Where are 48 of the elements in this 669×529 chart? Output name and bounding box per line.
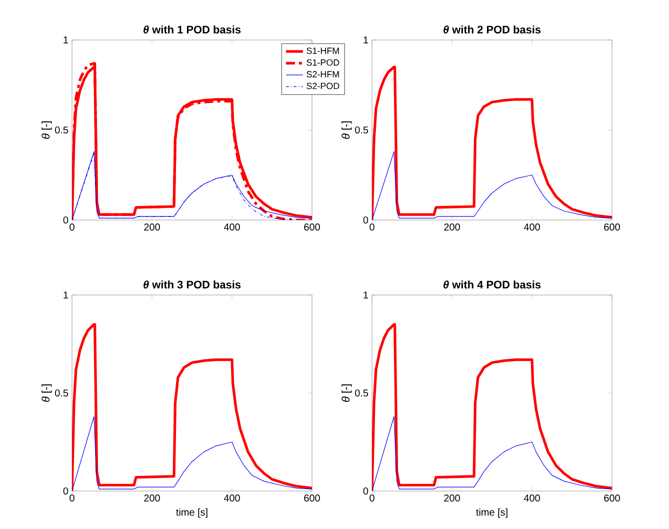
line-series xyxy=(372,66,612,220)
chart-title: θ with 3 POD basis xyxy=(144,280,241,288)
x-tick-label: 600 xyxy=(604,494,620,502)
chart-title: θ with 2 POD basis xyxy=(444,25,541,34)
chart-title: θ with 4 POD basis xyxy=(444,280,541,288)
y-tick-label: 0.5 xyxy=(55,126,68,134)
y-tick-label: 1 xyxy=(364,36,368,44)
line-series xyxy=(72,323,312,491)
x-tick-label: 200 xyxy=(444,224,460,231)
y-tick-label: 0 xyxy=(363,216,368,224)
x-tick-label: 0 xyxy=(70,224,74,231)
chart-title: θ with 1 POD basis xyxy=(144,25,241,34)
y-tick-label: 1 xyxy=(64,292,68,298)
x-tick-label: 600 xyxy=(604,224,620,231)
legend-label: S1-HFM xyxy=(306,48,339,54)
legend-label: S2-POD xyxy=(306,82,340,90)
x-tick-label: 0 xyxy=(370,224,374,231)
y-tick-label: 0.5 xyxy=(355,389,368,397)
y-tick-label: 0 xyxy=(63,216,68,224)
x-tick-label: 0 xyxy=(70,494,74,502)
x-axis-title: time [s] xyxy=(476,508,508,518)
y-axis-title: θ [-] xyxy=(42,121,52,139)
legend-label: S2-HFM xyxy=(306,71,339,78)
y-tick-label: 0 xyxy=(363,487,368,495)
y-axis-title: θ [-] xyxy=(342,384,352,402)
x-tick-label: 400 xyxy=(524,494,540,502)
line-series xyxy=(72,416,312,491)
x-tick-label: 400 xyxy=(224,224,240,231)
y-axis-title: θ [-] xyxy=(42,384,52,402)
x-tick-label: 0 xyxy=(370,494,374,502)
y-tick-label: 0.5 xyxy=(55,389,68,397)
x-tick-label: 200 xyxy=(144,224,160,231)
x-tick-label: 200 xyxy=(444,494,460,502)
y-axis-title: θ [-] xyxy=(342,121,352,139)
y-tick-label: 0 xyxy=(63,487,68,495)
x-tick-label: 600 xyxy=(304,224,320,231)
x-tick-label: 600 xyxy=(304,494,320,502)
x-tick-label: 400 xyxy=(224,494,240,502)
legend-label: S1-POD xyxy=(306,59,340,66)
x-axis-title: time [s] xyxy=(176,508,208,518)
y-tick-label: 1 xyxy=(64,36,68,44)
x-tick-label: 200 xyxy=(144,494,160,502)
line-series xyxy=(372,323,612,491)
y-tick-label: 1 xyxy=(364,292,368,298)
x-tick-label: 400 xyxy=(524,224,540,231)
line-series xyxy=(372,151,612,220)
y-tick-label: 0.5 xyxy=(355,126,368,134)
line-series xyxy=(372,416,612,491)
